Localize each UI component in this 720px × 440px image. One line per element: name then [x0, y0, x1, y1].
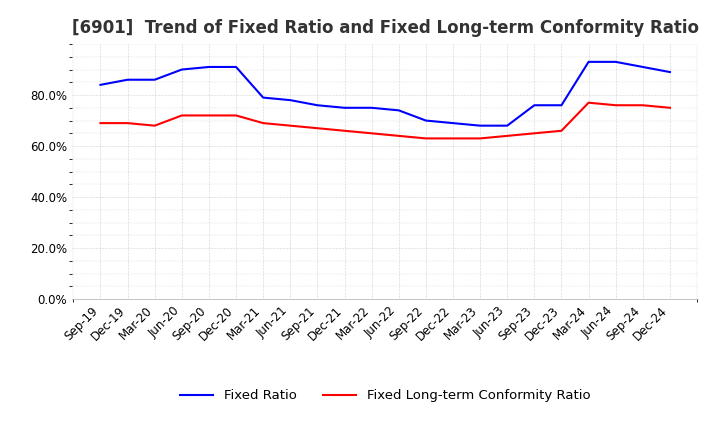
- Fixed Ratio: [395, 108, 403, 113]
- Fixed Ratio: [476, 123, 485, 128]
- Fixed Ratio: [150, 77, 159, 82]
- Line: Fixed Long-term Conformity Ratio: Fixed Long-term Conformity Ratio: [101, 103, 670, 139]
- Fixed Ratio: [178, 67, 186, 72]
- Fixed Long-term Conformity Ratio: [123, 121, 132, 126]
- Fixed Long-term Conformity Ratio: [232, 113, 240, 118]
- Fixed Long-term Conformity Ratio: [367, 131, 376, 136]
- Fixed Long-term Conformity Ratio: [449, 136, 457, 141]
- Fixed Ratio: [503, 123, 511, 128]
- Fixed Ratio: [123, 77, 132, 82]
- Fixed Ratio: [313, 103, 322, 108]
- Fixed Long-term Conformity Ratio: [476, 136, 485, 141]
- Fixed Ratio: [341, 105, 349, 110]
- Fixed Long-term Conformity Ratio: [313, 125, 322, 131]
- Fixed Ratio: [421, 118, 430, 123]
- Fixed Ratio: [530, 103, 539, 108]
- Fixed Ratio: [259, 95, 268, 100]
- Fixed Long-term Conformity Ratio: [259, 121, 268, 126]
- Fixed Long-term Conformity Ratio: [503, 133, 511, 139]
- Fixed Long-term Conformity Ratio: [96, 121, 105, 126]
- Fixed Long-term Conformity Ratio: [611, 103, 620, 108]
- Line: Fixed Ratio: Fixed Ratio: [101, 62, 670, 126]
- Fixed Ratio: [96, 82, 105, 88]
- Fixed Long-term Conformity Ratio: [286, 123, 294, 128]
- Fixed Ratio: [367, 105, 376, 110]
- Fixed Long-term Conformity Ratio: [530, 131, 539, 136]
- Fixed Ratio: [286, 98, 294, 103]
- Fixed Ratio: [232, 64, 240, 70]
- Fixed Long-term Conformity Ratio: [204, 113, 213, 118]
- Fixed Long-term Conformity Ratio: [395, 133, 403, 139]
- Legend: Fixed Ratio, Fixed Long-term Conformity Ratio: Fixed Ratio, Fixed Long-term Conformity …: [175, 384, 595, 407]
- Fixed Long-term Conformity Ratio: [421, 136, 430, 141]
- Fixed Ratio: [449, 121, 457, 126]
- Fixed Long-term Conformity Ratio: [557, 128, 566, 133]
- Title: [6901]  Trend of Fixed Ratio and Fixed Long-term Conformity Ratio: [6901] Trend of Fixed Ratio and Fixed Lo…: [72, 19, 698, 37]
- Fixed Long-term Conformity Ratio: [639, 103, 647, 108]
- Fixed Long-term Conformity Ratio: [665, 105, 674, 110]
- Fixed Long-term Conformity Ratio: [584, 100, 593, 105]
- Fixed Long-term Conformity Ratio: [341, 128, 349, 133]
- Fixed Ratio: [639, 64, 647, 70]
- Fixed Long-term Conformity Ratio: [178, 113, 186, 118]
- Fixed Ratio: [584, 59, 593, 65]
- Fixed Ratio: [665, 70, 674, 75]
- Fixed Ratio: [204, 64, 213, 70]
- Fixed Ratio: [557, 103, 566, 108]
- Fixed Ratio: [611, 59, 620, 65]
- Fixed Long-term Conformity Ratio: [150, 123, 159, 128]
